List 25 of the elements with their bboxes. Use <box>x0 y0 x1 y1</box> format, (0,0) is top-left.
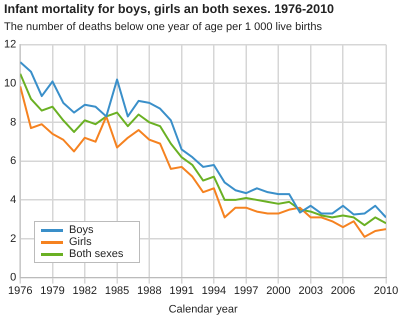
x-tick-label: 2000 <box>266 285 291 298</box>
y-tick-label: 2 <box>10 232 16 245</box>
x-tick-label: 1979 <box>40 285 65 298</box>
chart-title: Infant mortality for boys, girls an both sexes. 1976-2010 <box>4 2 334 16</box>
x-tick-label: 1997 <box>234 285 258 298</box>
x-tick-label: 1991 <box>169 285 194 298</box>
y-tick-label: 0 <box>10 272 16 284</box>
y-tick-label: 6 <box>10 155 16 168</box>
chart-subtitle: The number of deaths below one year of age per 1 000 live births <box>4 21 322 33</box>
x-tick-label: 2010 <box>374 285 398 298</box>
x-tick-label: 1988 <box>137 285 162 298</box>
y-tick-label: 8 <box>10 116 16 128</box>
y-tick-label: 10 <box>4 77 16 90</box>
x-tick-label: 2006 <box>330 285 356 298</box>
legend-label: Girls <box>69 236 92 248</box>
x-tick-label: 1994 <box>202 285 226 298</box>
legend-label: Boys <box>69 224 94 236</box>
x-tick-label: 1985 <box>104 285 130 298</box>
x-tick-label: 1976 <box>8 285 32 298</box>
x-tick-label: 1982 <box>72 285 98 298</box>
y-tick-label: 12 <box>4 38 16 51</box>
x-tick-label: 2003 <box>298 285 323 298</box>
legend-label: Both sexes <box>69 248 124 260</box>
y-tick-label: 4 <box>10 194 16 206</box>
x-axis-title: Calendar year <box>168 303 238 316</box>
